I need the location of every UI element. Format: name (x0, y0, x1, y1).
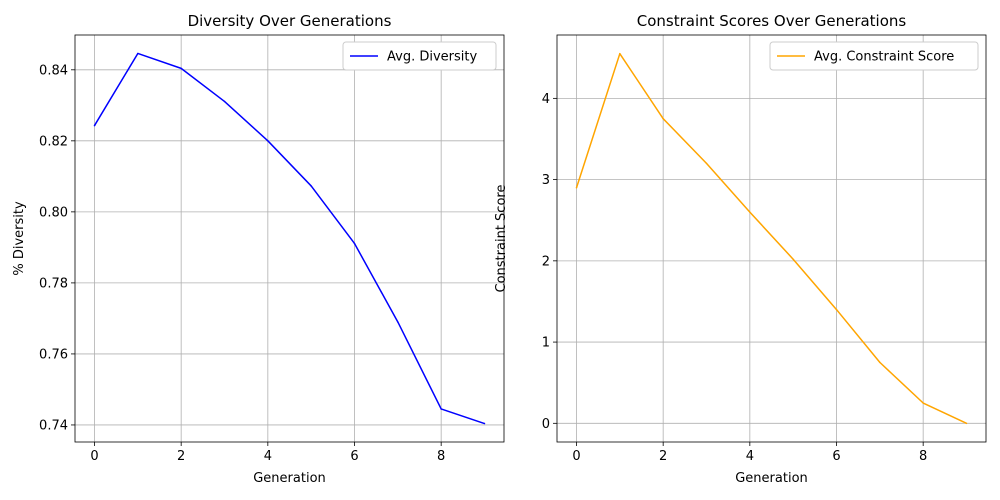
legend: Avg. Constraint Score (769, 41, 979, 71)
series-line (575, 52, 967, 424)
chart-panel-2: 0 2 4 6 8 0 1 2 3 4 Constraint Scores Over Generat… (494, 12, 987, 486)
chart-panel-1: 0 2 4 6 8 0.74 0.76 0.78 0.80 0.82 0.84 Diversity O… (12, 12, 505, 486)
data-point (267, 140, 269, 142)
x-axis-label: Generation (253, 471, 326, 486)
legend-box (342, 41, 497, 71)
x-tick-label: 4 (746, 449, 754, 464)
data-point (440, 408, 442, 410)
y-tick-label: 3 (542, 173, 550, 188)
data-point (705, 162, 708, 165)
data-point (749, 211, 751, 213)
legend: Avg. Diversity (342, 41, 497, 71)
data-point (922, 402, 924, 404)
y-tick-label: 0 (542, 417, 550, 432)
data-point (137, 52, 139, 55)
y-tick-label: 0.84 (39, 63, 68, 78)
y-tick-label: 1 (542, 336, 550, 351)
x-tick-label: 2 (659, 449, 667, 464)
x-tick-label: 2 (177, 449, 185, 464)
x-tick-label: 6 (350, 449, 358, 464)
data-point (483, 422, 486, 425)
y-tick-label: 4 (542, 92, 550, 107)
x-tick-label: 4 (264, 449, 272, 464)
series-line (93, 52, 485, 425)
data-point (965, 422, 968, 425)
legend-label: Avg. Constraint Score (814, 50, 954, 65)
data-point (835, 308, 838, 311)
data-point (619, 52, 621, 55)
data-point (397, 321, 399, 323)
x-tick-label: 8 (437, 449, 445, 464)
axes-frame (74, 34, 505, 443)
x-tick-label: 8 (919, 449, 927, 464)
data-point (575, 186, 578, 189)
y-tick-label: 0.82 (39, 134, 68, 149)
data-point (879, 361, 881, 364)
y-tick-label: 2 (542, 254, 550, 269)
x-tick-label: 0 (572, 449, 580, 464)
data-point (353, 242, 356, 245)
y-tick-label: 0.74 (39, 418, 68, 433)
chart-title: Diversity Over Generations (188, 12, 392, 30)
y-tick-label: 0.78 (39, 276, 68, 291)
data-point (792, 258, 794, 260)
chart-title: Constraint Scores Over Generations (637, 12, 907, 30)
x-axis-label: Generation (735, 471, 808, 486)
axes-frame (556, 34, 987, 443)
x-tick-label: 0 (90, 449, 98, 464)
data-point (180, 67, 182, 70)
x-tick-label: 6 (832, 449, 840, 464)
legend-label: Avg. Diversity (387, 50, 477, 65)
y-tick-label: 0.80 (39, 205, 68, 220)
y-tick-label: 0.76 (39, 347, 68, 362)
data-point (223, 100, 226, 103)
data-point (93, 124, 96, 127)
y-axis-label: % Diversity (12, 201, 27, 276)
data-point (310, 185, 312, 187)
data-point (662, 117, 664, 120)
y-axis-label: Constraint Score (494, 185, 509, 293)
legend-box (769, 41, 979, 71)
